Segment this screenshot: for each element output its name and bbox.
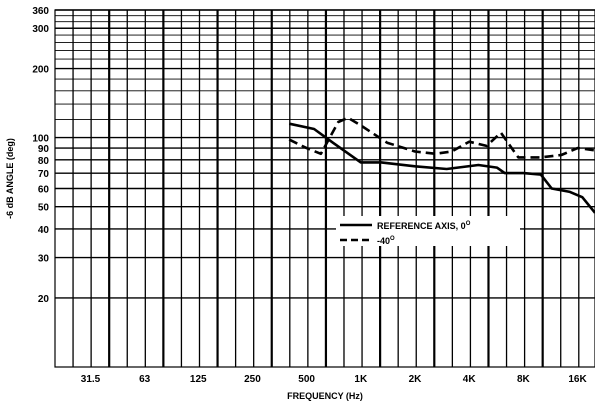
series-line-minus-40 bbox=[288, 116, 595, 159]
y-tick-label: 50 bbox=[38, 203, 50, 214]
y-tick-label: 200 bbox=[32, 65, 49, 76]
x-tick-label: 4K bbox=[463, 374, 477, 385]
x-tick-label: 63 bbox=[139, 374, 151, 385]
y-tick-label: 30 bbox=[38, 254, 50, 265]
y-tick-label: 70 bbox=[38, 169, 50, 180]
series-lines bbox=[288, 116, 595, 214]
x-tick-label: 1K bbox=[354, 374, 368, 385]
y-tick-label: 20 bbox=[38, 294, 50, 305]
x-axis-title: FREQUENCY (Hz) bbox=[287, 391, 363, 401]
y-tick-label: 100 bbox=[32, 134, 49, 145]
y-axis-title: -6 dB ANGLE (deg) bbox=[5, 138, 15, 219]
y-tick-label: 40 bbox=[38, 225, 50, 236]
x-tick-label: 31.5 bbox=[81, 374, 101, 385]
y-tick-label: 90 bbox=[38, 144, 50, 155]
x-tick-label: 16K bbox=[568, 374, 587, 385]
y-tick-label: 360 bbox=[32, 6, 49, 17]
legend-label-reference-axis: REFERENCE AXIS, 0O bbox=[377, 221, 471, 231]
y-tick-label: 60 bbox=[38, 185, 50, 196]
x-tick-label: 2K bbox=[409, 374, 423, 385]
x-tick-label: 8K bbox=[517, 374, 531, 385]
legend-label-minus-40: -40O bbox=[377, 236, 395, 246]
plot-frame bbox=[54, 9, 595, 368]
y-tick-label: 300 bbox=[32, 24, 49, 35]
y-tick-label: 80 bbox=[38, 156, 50, 167]
legend: REFERENCE AXIS, 0O -40O bbox=[336, 216, 520, 246]
x-tick-label: 500 bbox=[298, 374, 315, 385]
x-tick-label: 125 bbox=[190, 374, 207, 385]
x-gridlines bbox=[72, 10, 580, 367]
x-tick-labels: 31.5 63 125 250 500 1K 2K 4K 8K 16K bbox=[81, 374, 588, 385]
series-line-reference-axis bbox=[288, 122, 595, 214]
x-tick-label: 250 bbox=[244, 374, 261, 385]
